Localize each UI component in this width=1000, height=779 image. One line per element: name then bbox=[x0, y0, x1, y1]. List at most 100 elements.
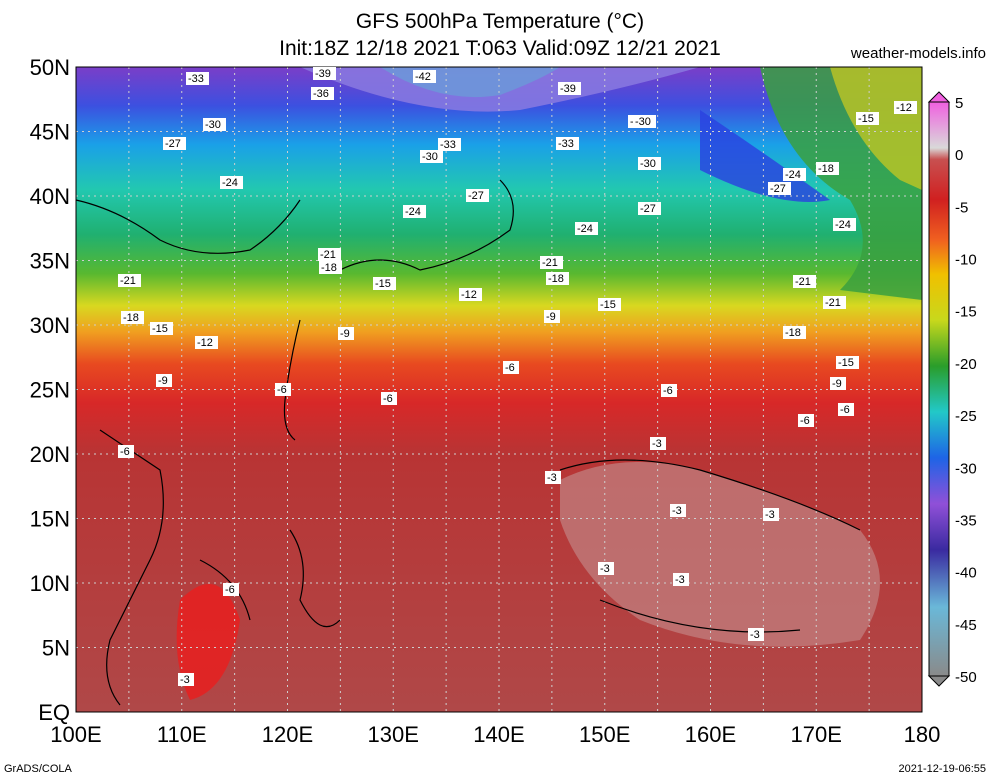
contour-label-text: -6 bbox=[800, 415, 810, 427]
contour-label-bg bbox=[156, 374, 172, 387]
contour-label-text: -39 bbox=[315, 68, 331, 80]
contour-label: -24 bbox=[220, 176, 243, 189]
contour-label-bg bbox=[798, 414, 814, 427]
site-name: weather-models.info bbox=[850, 45, 986, 62]
contour-label-text: -18 bbox=[123, 312, 139, 324]
lat-label: 20N bbox=[30, 442, 70, 467]
contour-label-bg bbox=[575, 222, 598, 235]
contour-label: -3 bbox=[673, 573, 689, 586]
colorbar-label: 5 bbox=[955, 95, 963, 112]
contour-label: -30 bbox=[633, 115, 656, 128]
contour-label-text: -21 bbox=[320, 249, 336, 261]
contour-label-bg bbox=[544, 310, 560, 323]
colorbar-label: -45 bbox=[955, 617, 977, 634]
contour-label-text: -21 bbox=[120, 275, 136, 287]
contour-label: -3 bbox=[748, 628, 764, 641]
contour-label-text: -36 bbox=[313, 88, 329, 100]
contour-label-text: -9 bbox=[832, 378, 842, 390]
contour-label: -21 bbox=[318, 248, 341, 261]
contour-label-bg bbox=[763, 508, 779, 521]
contour-label-text: -15 bbox=[838, 357, 854, 369]
lat-label: 30N bbox=[30, 313, 70, 338]
contour-label: -21 bbox=[823, 296, 846, 309]
contour-label-text: -24 bbox=[835, 219, 851, 231]
contour-label: -27 bbox=[768, 182, 791, 195]
contour-label-bg bbox=[121, 311, 144, 324]
contour-label: -12 bbox=[894, 101, 917, 114]
contour-label: -15 bbox=[373, 277, 396, 290]
map-frame bbox=[75, 66, 923, 713]
ridge-ne-inner bbox=[830, 67, 922, 190]
contour-label-bg bbox=[203, 118, 226, 131]
contour-label-text: -9 bbox=[158, 375, 168, 387]
lon-label: 170E bbox=[791, 722, 842, 747]
contour-label: -24 bbox=[575, 222, 598, 235]
contour-label-text: -3 bbox=[675, 574, 685, 586]
contour-label-text: -21 bbox=[795, 276, 811, 288]
contour-label: -24 bbox=[833, 218, 856, 231]
lat-label: 10N bbox=[30, 571, 70, 596]
contour-label-text: -18 bbox=[818, 163, 834, 175]
contour-label-text: -18 bbox=[785, 327, 801, 339]
contour-label-text: -6 bbox=[225, 584, 235, 596]
lon-label: 120E bbox=[262, 722, 313, 747]
contour-label: -30 bbox=[203, 118, 226, 131]
contour-label-bg bbox=[438, 138, 461, 151]
lat-label: 45N bbox=[30, 120, 70, 145]
contour-label: -3 bbox=[763, 508, 779, 521]
contour-label-bg bbox=[311, 87, 334, 100]
contour-label-text: -21 bbox=[825, 297, 841, 309]
contour-label-bg bbox=[503, 361, 519, 374]
contour-label: -36 bbox=[311, 87, 334, 100]
contour-label-bg bbox=[768, 182, 791, 195]
contour-label-bg bbox=[638, 202, 661, 215]
contour-label-text: -24 bbox=[405, 206, 421, 218]
contour-label: -27 bbox=[163, 137, 186, 150]
contour-label-text: -30 bbox=[640, 158, 656, 170]
longitude-labels: 100E 110E 120E 130E 140E 150E 160E 170E 180 bbox=[50, 722, 940, 747]
contour-label-text: -18 bbox=[548, 273, 564, 285]
contour-label-text: -6 bbox=[840, 404, 850, 416]
contour-label-bg bbox=[546, 272, 569, 285]
contour-label-bg bbox=[661, 384, 677, 397]
contour-label: -12 bbox=[459, 288, 482, 301]
contour-label-bg bbox=[540, 256, 563, 269]
contour-label-text: -24 bbox=[785, 169, 801, 181]
contour-label-text: -15 bbox=[375, 278, 391, 290]
contour-label-bg bbox=[338, 327, 354, 340]
contour-label-text: -6 bbox=[663, 385, 673, 397]
contour-label: -18 bbox=[546, 272, 569, 285]
lon-label: 100E bbox=[50, 722, 101, 747]
contour-label-text: -3 bbox=[750, 629, 760, 641]
contour-label: -6 bbox=[798, 414, 814, 427]
contour-label-text: -15 bbox=[600, 299, 616, 311]
colorbar-label: -30 bbox=[955, 460, 977, 477]
contour-label-text: -27 bbox=[640, 203, 656, 215]
lat-label: 40N bbox=[30, 184, 70, 209]
contour-label-text: -3 bbox=[765, 509, 775, 521]
lon-label: 180 bbox=[904, 722, 941, 747]
contour-label-bg bbox=[558, 82, 581, 95]
contour-label: -9 bbox=[338, 327, 354, 340]
contour-label-text: -15 bbox=[858, 113, 874, 125]
contour-label-bg bbox=[598, 562, 614, 575]
contour-label-bg bbox=[220, 176, 243, 189]
contour-label: -18 bbox=[121, 311, 144, 324]
contour-label-text: -12 bbox=[461, 289, 477, 301]
contour-label-bg bbox=[420, 150, 443, 163]
contour-label-text: -3 bbox=[600, 563, 610, 575]
contour-label-bg bbox=[748, 628, 764, 641]
lat-label: 15N bbox=[30, 507, 70, 532]
contour-label-text: -30 bbox=[635, 116, 651, 128]
contour-label: -6 bbox=[223, 583, 239, 596]
contour-label: -21 bbox=[540, 256, 563, 269]
contour-label-text: -6 bbox=[120, 446, 130, 458]
contour-label: -12 bbox=[195, 336, 218, 349]
contour-label-text: -3 bbox=[180, 674, 190, 686]
contour-label-bg bbox=[195, 336, 218, 349]
map-subtitle: Init:18Z 12/18 2021 T:063 Valid:09Z 12/2… bbox=[279, 37, 721, 60]
contour-label-text: -6 bbox=[277, 384, 287, 396]
contour-label-text: -3 bbox=[672, 505, 682, 517]
contour-label: -9 bbox=[830, 377, 846, 390]
credit: GrADS/COLA bbox=[4, 763, 72, 775]
